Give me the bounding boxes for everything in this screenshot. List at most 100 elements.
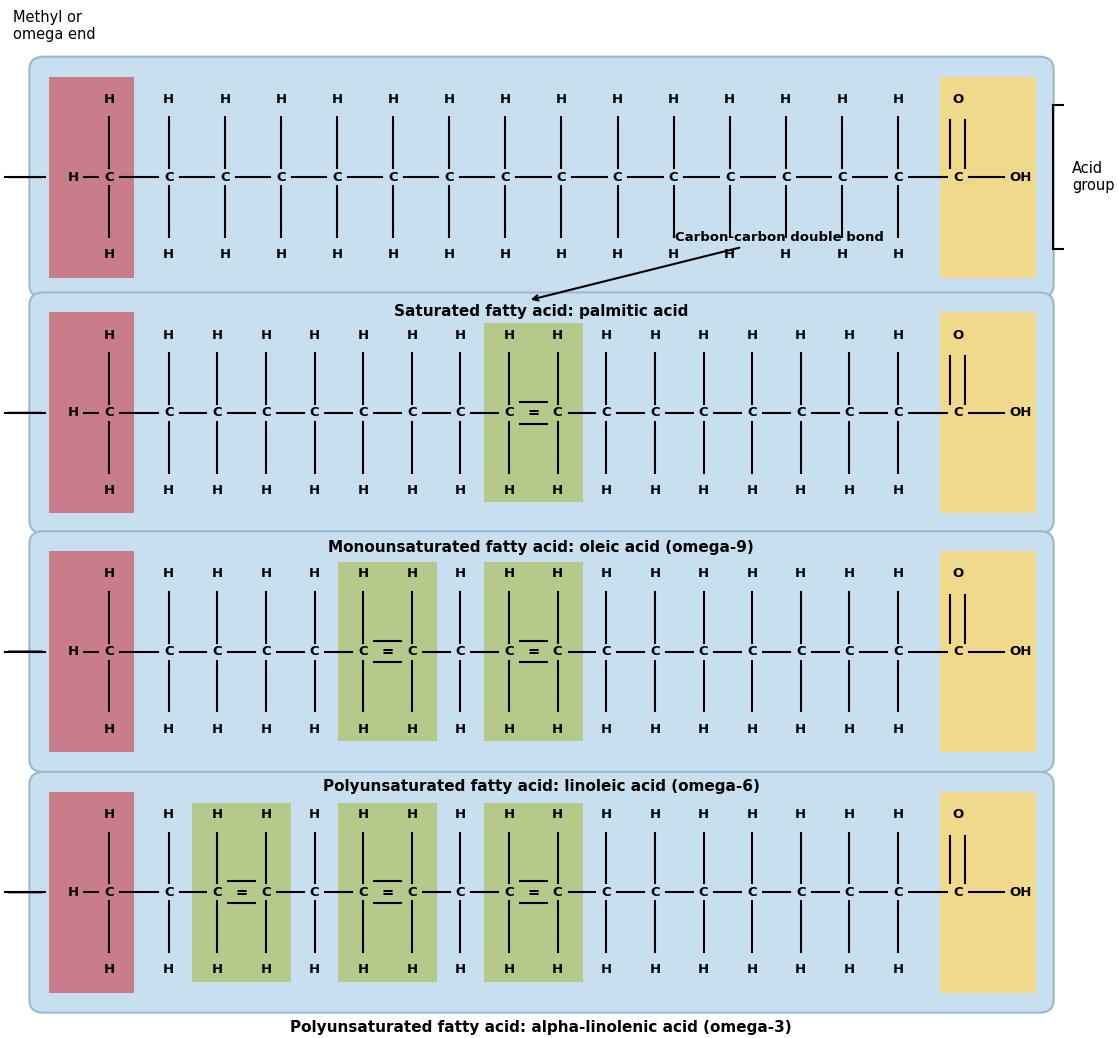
Text: C: C bbox=[613, 170, 623, 184]
Text: O: O bbox=[953, 568, 964, 580]
Text: H: H bbox=[600, 484, 612, 497]
FancyBboxPatch shape bbox=[49, 77, 134, 277]
Text: H: H bbox=[500, 248, 511, 262]
Text: C: C bbox=[276, 170, 286, 184]
Text: H: H bbox=[309, 484, 320, 497]
Text: C: C bbox=[456, 406, 465, 419]
Text: H: H bbox=[163, 568, 174, 580]
Text: C: C bbox=[444, 170, 454, 184]
Text: C: C bbox=[332, 170, 342, 184]
Text: H: H bbox=[211, 329, 222, 342]
Text: H: H bbox=[260, 568, 272, 580]
Text: H: H bbox=[747, 329, 758, 342]
Text: H: H bbox=[103, 722, 114, 736]
FancyBboxPatch shape bbox=[29, 531, 1053, 772]
Text: C: C bbox=[359, 406, 368, 419]
Text: H: H bbox=[600, 963, 612, 977]
Text: O: O bbox=[953, 329, 964, 342]
FancyBboxPatch shape bbox=[29, 772, 1053, 1013]
Text: H: H bbox=[892, 568, 903, 580]
Text: H: H bbox=[747, 722, 758, 736]
Text: C: C bbox=[262, 645, 271, 658]
Text: C: C bbox=[747, 645, 757, 658]
Text: Methyl or
omega end: Methyl or omega end bbox=[13, 10, 96, 43]
Text: H: H bbox=[103, 963, 114, 977]
Text: C: C bbox=[164, 885, 173, 899]
Text: C: C bbox=[747, 885, 757, 899]
Text: C: C bbox=[220, 170, 229, 184]
Text: C: C bbox=[262, 406, 271, 419]
Text: C: C bbox=[388, 170, 398, 184]
Text: H: H bbox=[219, 248, 230, 262]
FancyBboxPatch shape bbox=[49, 312, 134, 513]
Text: H: H bbox=[211, 809, 222, 821]
Text: C: C bbox=[953, 885, 963, 899]
Text: H: H bbox=[406, 329, 417, 342]
Text: H: H bbox=[836, 93, 847, 106]
Text: C: C bbox=[601, 645, 612, 658]
Text: H: H bbox=[67, 406, 78, 419]
Text: C: C bbox=[501, 170, 510, 184]
FancyBboxPatch shape bbox=[49, 551, 134, 752]
Text: H: H bbox=[556, 248, 567, 262]
Text: H: H bbox=[747, 484, 758, 497]
Text: C: C bbox=[407, 645, 417, 658]
Text: H: H bbox=[844, 568, 855, 580]
Text: H: H bbox=[747, 963, 758, 977]
Text: =: = bbox=[528, 405, 539, 420]
Text: C: C bbox=[699, 645, 709, 658]
Text: H: H bbox=[309, 568, 320, 580]
Text: C: C bbox=[669, 170, 679, 184]
Text: C: C bbox=[893, 170, 903, 184]
Text: Carbon-carbon double bond: Carbon-carbon double bond bbox=[533, 231, 883, 300]
Text: H: H bbox=[211, 568, 222, 580]
FancyBboxPatch shape bbox=[338, 562, 437, 741]
Text: H: H bbox=[669, 93, 679, 106]
Text: H: H bbox=[309, 722, 320, 736]
Text: H: H bbox=[844, 329, 855, 342]
Text: C: C bbox=[557, 170, 566, 184]
Text: H: H bbox=[503, 722, 514, 736]
Text: H: H bbox=[163, 963, 174, 977]
FancyBboxPatch shape bbox=[484, 562, 582, 741]
Text: C: C bbox=[164, 645, 173, 658]
Text: H: H bbox=[844, 809, 855, 821]
Text: C: C bbox=[310, 406, 320, 419]
Text: H: H bbox=[795, 809, 806, 821]
Text: H: H bbox=[406, 484, 417, 497]
FancyBboxPatch shape bbox=[29, 57, 1053, 298]
Text: C: C bbox=[699, 406, 709, 419]
Text: H: H bbox=[455, 329, 466, 342]
Text: H: H bbox=[358, 809, 369, 821]
Text: C: C bbox=[893, 406, 903, 419]
Text: OH: OH bbox=[1010, 170, 1032, 184]
Text: H: H bbox=[650, 329, 661, 342]
Text: H: H bbox=[650, 722, 661, 736]
Text: H: H bbox=[612, 248, 623, 262]
Text: H: H bbox=[650, 963, 661, 977]
Text: C: C bbox=[553, 885, 562, 899]
Text: C: C bbox=[310, 885, 320, 899]
Text: C: C bbox=[844, 645, 854, 658]
FancyBboxPatch shape bbox=[29, 293, 1053, 534]
Text: O: O bbox=[953, 809, 964, 821]
Text: C: C bbox=[953, 645, 963, 658]
Text: H: H bbox=[503, 963, 514, 977]
Text: H: H bbox=[698, 809, 709, 821]
Text: C: C bbox=[699, 885, 709, 899]
Text: C: C bbox=[262, 885, 271, 899]
Text: H: H bbox=[388, 248, 399, 262]
Text: C: C bbox=[844, 406, 854, 419]
Text: H: H bbox=[309, 329, 320, 342]
Text: H: H bbox=[163, 484, 174, 497]
Text: H: H bbox=[780, 248, 792, 262]
Text: H: H bbox=[103, 568, 114, 580]
Text: H: H bbox=[836, 248, 847, 262]
Text: H: H bbox=[698, 722, 709, 736]
Text: C: C bbox=[104, 406, 114, 419]
Text: H: H bbox=[163, 248, 174, 262]
Text: H: H bbox=[67, 885, 78, 899]
Text: C: C bbox=[407, 406, 417, 419]
Text: H: H bbox=[795, 963, 806, 977]
Text: H: H bbox=[600, 329, 612, 342]
